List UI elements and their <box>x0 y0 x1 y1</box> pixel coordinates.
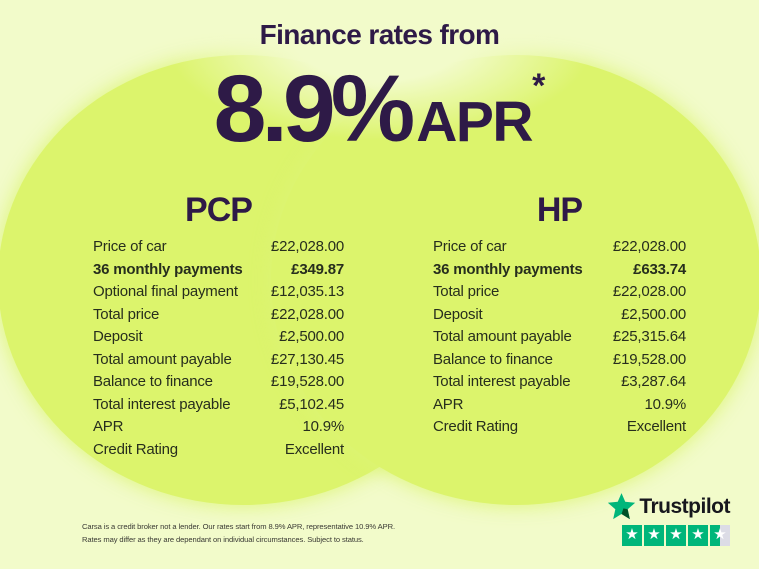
table-row: Credit Rating Excellent <box>433 416 686 439</box>
trustpilot-star-icon: ★ <box>713 526 727 543</box>
table-row: Balance to finance £19,528.00 <box>93 371 344 394</box>
row-value: 10.9% <box>302 418 344 435</box>
row-label: 36 monthly payments <box>433 260 583 278</box>
table-row: Price of car £22,028.00 <box>93 236 344 259</box>
row-value: Excellent <box>626 418 686 435</box>
trustpilot-brand-label: Trustpilot <box>639 494 730 518</box>
row-value: £22,028.00 <box>612 238 686 255</box>
rate-apr-label: APR <box>416 90 533 154</box>
row-value: 10.9% <box>644 395 686 413</box>
row-value: £22,028.00 <box>270 238 344 255</box>
row-label: Deposit <box>93 328 143 345</box>
hp-table-title: HP <box>536 191 583 229</box>
rate-headline: 8.9% APR* <box>0 62 759 157</box>
table-row: Total amount payable £27,130.45 <box>93 349 344 372</box>
trustpilot-star-icon: ★ <box>669 526 683 543</box>
trustpilot-star-icon: ★ <box>625 526 639 543</box>
trustpilot-rating-stars: ★ ★ ★ ★ ★ <box>607 525 730 546</box>
trustpilot-star-box: ★ <box>666 525 686 546</box>
trustpilot-star-box: ★ <box>688 525 708 546</box>
pcp-table: PCP Price of car £22,028.00 36 monthly pa… <box>93 193 344 461</box>
row-value: £2,500.00 <box>621 305 686 323</box>
row-value: £2,500.00 <box>279 328 344 345</box>
row-value: Excellent <box>284 440 344 458</box>
trustpilot-brand-row: Trustpilot <box>607 492 730 521</box>
table-row: Total amount payable £25,315.64 <box>433 326 686 349</box>
pcp-table-title: PCP <box>185 191 253 229</box>
trustpilot-star-box: ★ <box>622 525 642 546</box>
table-row: Balance to finance £19,528.00 <box>433 349 686 372</box>
row-label: Deposit <box>433 305 483 323</box>
row-value: £349.87 <box>291 260 344 278</box>
disclaimer-line-2: Rates may differ as they are dependant o… <box>82 535 364 545</box>
row-label: Credit Rating <box>433 418 518 435</box>
row-label: Balance to finance <box>93 373 213 390</box>
row-label: Price of car <box>93 238 167 255</box>
row-value: £22,028.00 <box>270 305 344 323</box>
table-row: 36 monthly payments £633.74 <box>433 259 686 282</box>
table-row: Deposit £2,500.00 <box>93 326 344 349</box>
rate-value: 8.9% <box>213 56 416 162</box>
row-label: Price of car <box>433 238 507 255</box>
row-label: 36 monthly payments <box>93 260 243 278</box>
hp-table: HP Price of car £22,028.00 36 monthly pay… <box>433 193 686 439</box>
row-value: £19,528.00 <box>612 350 686 368</box>
table-row: APR 10.9% <box>93 416 344 439</box>
table-row: Total price £22,028.00 <box>433 281 686 304</box>
row-label: Credit Rating <box>93 440 178 458</box>
row-label: Total interest payable <box>433 373 571 390</box>
row-value: £25,315.64 <box>612 328 686 345</box>
trustpilot-star-box: ★ <box>644 525 664 546</box>
row-label: Total price <box>93 305 160 323</box>
trustpilot-half-star-box: ★ <box>710 525 730 546</box>
row-label: Optional final payment <box>93 283 238 300</box>
row-label: APR <box>93 418 124 435</box>
rate-asterisk: * <box>532 67 546 105</box>
trustpilot-star-icon: ★ <box>691 526 705 543</box>
row-value: £633.74 <box>633 260 686 278</box>
table-row: Optional final payment £12,035.13 <box>93 281 344 304</box>
title-glow <box>168 0 592 140</box>
table-row: APR 10.9% <box>433 394 686 417</box>
trustpilot-badge: Trustpilot ★ ★ ★ ★ ★ <box>607 492 730 546</box>
disclaimer-line-1: Carsa is a credit broker not a lender. O… <box>82 521 395 531</box>
table-row: Total interest payable £5,102.45 <box>93 394 344 417</box>
row-value: £19,528.00 <box>270 373 344 390</box>
row-value: £3,287.64 <box>621 373 686 390</box>
row-label: Total amount payable <box>93 350 232 368</box>
trustpilot-logo-star-icon <box>608 493 636 520</box>
row-value: £27,130.45 <box>270 350 344 368</box>
table-row: Deposit £2,500.00 <box>433 304 686 327</box>
row-label: Total amount payable <box>433 328 572 345</box>
banner-title: Finance rates from <box>259 19 500 50</box>
row-value: £5,102.45 <box>279 395 344 413</box>
table-row: Total interest payable £3,287.64 <box>433 371 686 394</box>
row-value: £22,028.00 <box>612 283 686 300</box>
trustpilot-star-icon: ★ <box>647 526 661 543</box>
table-row: 36 monthly payments £349.87 <box>93 259 344 282</box>
table-row: Total price £22,028.00 <box>93 304 344 327</box>
row-value: £12,035.13 <box>270 283 344 300</box>
disclaimer-text: Carsa is a credit broker not a lender. O… <box>82 520 395 547</box>
table-row: Price of car £22,028.00 <box>433 236 686 259</box>
row-label: Total interest payable <box>93 395 231 413</box>
table-row: Credit Rating Excellent <box>93 439 344 462</box>
row-label: Balance to finance <box>433 350 553 368</box>
row-label: APR <box>433 395 464 413</box>
row-label: Total price <box>433 283 500 300</box>
